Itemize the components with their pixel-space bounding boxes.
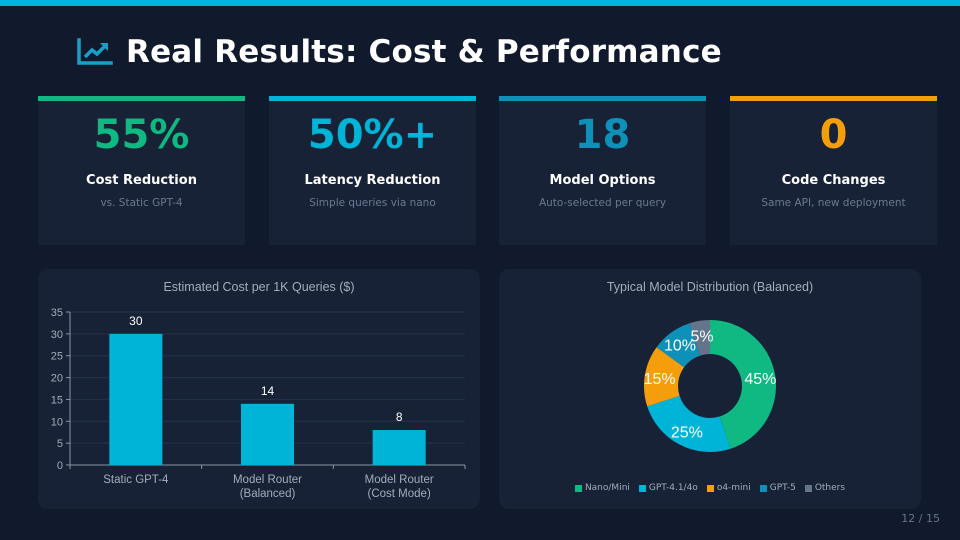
kpi-card-model-options: 18 Model Options Auto-selected per query (499, 96, 706, 245)
doughnut-slice (689, 320, 710, 356)
x-tick-label: (Cost Mode) (368, 488, 431, 500)
kpi-card-latency-reduction: 50%+ Latency Reduction Simple queries vi… (269, 96, 476, 245)
bar (109, 333, 163, 465)
card-accent-bar (730, 96, 937, 101)
legend-label: Nano/Mini (584, 483, 630, 493)
bar-chart-panel: Estimated Cost per 1K Queries ($) 0 5 10 15… (38, 269, 480, 509)
slice-value-label: 25% (671, 424, 703, 441)
kpi-value: 55% (93, 112, 190, 158)
kpi-label: Code Changes (781, 173, 886, 188)
doughnut-slice (656, 323, 701, 368)
card-accent-bar (38, 96, 245, 101)
chart-line-icon (77, 38, 113, 65)
legend-item: GPT-5 (759, 483, 796, 493)
kpi-label: Latency Reduction (304, 173, 441, 188)
kpi-card-code-changes: 0 Code Changes Same API, new deployment (730, 96, 937, 245)
bar-value-label: 8 (396, 410, 403, 424)
legend-label: Others (814, 483, 846, 493)
doughnut-chart-panel: Typical Model Distribution (Balanced) 45… (499, 269, 921, 509)
legend-swatch (638, 484, 646, 492)
slice-value-label: 15% (644, 371, 676, 388)
kpi-value: 0 (819, 112, 848, 158)
doughnut-chart: 45% 25% 15% 10%5% (644, 320, 777, 452)
page-number: 12 / 15 (901, 512, 940, 525)
bar (241, 403, 294, 465)
kpi-label: Cost Reduction (86, 173, 197, 188)
y-tick-label: 25 (51, 351, 63, 363)
legend-item: o4-mini (706, 483, 751, 493)
bar-value-label: 14 (261, 384, 275, 398)
doughnut-chart-title: Typical Model Distribution (Balanced) (606, 280, 814, 294)
kpi-subtext: Simple queries via nano (309, 197, 436, 209)
bar-value-label: 30 (129, 314, 143, 328)
x-tick-label: Static GPT-4 (103, 474, 169, 486)
kpi-value: 50%+ (307, 112, 438, 158)
card-accent-bar (499, 96, 706, 101)
legend-swatch (574, 484, 582, 492)
chart-legend: Nano/Mini GPT-4.1/4o o4-mini GPT-5 Other… (499, 483, 921, 493)
legend-swatch (706, 484, 714, 492)
legend-swatch (759, 484, 767, 492)
kpi-value: 18 (574, 112, 631, 158)
bar-chart: 0 5 10 15 20 25 30 35 30 Static GPT-4 14 Model Rout… (51, 307, 466, 500)
kpi-subtext: Same API, new deployment (761, 197, 906, 209)
bar-chart-title: Estimated Cost per 1K Queries ($) (163, 280, 355, 294)
doughnut-slice (644, 347, 685, 407)
kpi-card-cost-reduction: 55% Cost Reduction vs. Static GPT-4 (38, 96, 245, 245)
kpi-label: Model Options (549, 173, 656, 188)
legend-item: Nano/Mini (574, 483, 630, 493)
x-tick-label: (Balanced) (240, 488, 296, 500)
legend-swatch (804, 484, 812, 492)
y-tick-label: 0 (57, 460, 63, 472)
y-tick-label: 30 (51, 329, 63, 341)
kpi-subtext: Auto-selected per query (538, 197, 667, 209)
doughnut-slice (710, 320, 777, 449)
x-tick-label: Model Router (365, 474, 434, 486)
card-accent-bar (269, 96, 476, 101)
y-tick-label: 20 (51, 373, 63, 385)
slice-value-label: 5% (690, 329, 713, 346)
y-tick-label: 15 (51, 394, 63, 406)
page-title: Real Results: Cost & Performance (126, 34, 722, 70)
bar (372, 430, 426, 465)
legend-label: GPT-5 (769, 483, 796, 493)
legend-item: GPT-4.1/4o (638, 483, 698, 493)
y-tick-label: 5 (57, 438, 63, 450)
header: Real Results: Cost & Performance (76, 30, 722, 74)
slice-value-label: 45% (744, 371, 776, 388)
slice-value-label: 10% (664, 338, 696, 355)
top-accent-bar (0, 0, 960, 6)
x-tick-label: Model Router (233, 474, 302, 486)
legend-item: Others (804, 483, 846, 493)
legend-label: o4-mini (716, 483, 751, 493)
y-tick-label: 35 (51, 307, 63, 319)
doughnut-slice (647, 395, 731, 452)
kpi-subtext: vs. Static GPT-4 (100, 197, 183, 209)
legend-label: GPT-4.1/4o (648, 483, 698, 493)
y-tick-label: 10 (51, 416, 63, 428)
